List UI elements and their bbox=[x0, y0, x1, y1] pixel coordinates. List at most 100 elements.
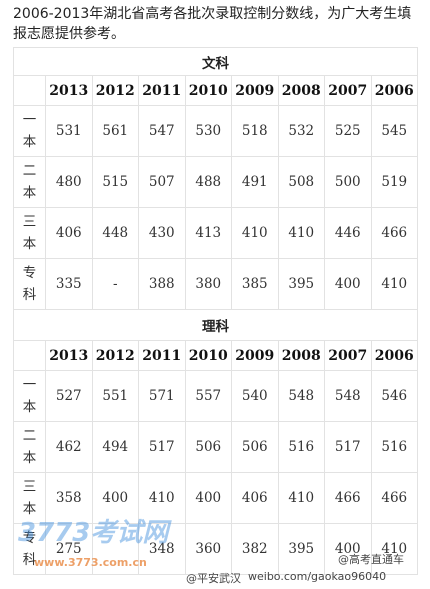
score-cell: 527 bbox=[45, 370, 93, 422]
score-cell: 494 bbox=[91, 421, 139, 473]
score-cell: 548 bbox=[324, 370, 372, 422]
score-cell: 506 bbox=[184, 421, 232, 473]
score-cell: - bbox=[91, 258, 139, 310]
score-cell: 410 bbox=[277, 207, 325, 259]
year-header: 2008 bbox=[277, 340, 325, 371]
data-row: 三本 358 400 410 400 406 410 466 466 bbox=[13, 472, 418, 524]
score-cell: 406 bbox=[231, 472, 279, 524]
watermark-weibo: weibo.com/gaokao96040 bbox=[248, 570, 387, 583]
score-cell bbox=[91, 523, 139, 575]
score-cell: 360 bbox=[184, 523, 232, 575]
row-label-cell: 专科 bbox=[13, 523, 46, 575]
data-row: 专科 275 348 360 382 395 400 410 bbox=[13, 523, 418, 575]
data-row: 一本 531 561 547 530 518 532 525 545 bbox=[13, 105, 418, 157]
title-row: 文科 bbox=[13, 47, 418, 76]
score-cell: 548 bbox=[277, 370, 325, 422]
year-header: 2011 bbox=[138, 75, 186, 106]
row-label-cell: 一本 bbox=[13, 370, 46, 422]
score-cell: 491 bbox=[231, 156, 279, 208]
score-cell: 480 bbox=[45, 156, 93, 208]
score-cell: 400 bbox=[324, 258, 372, 310]
year-header: 2010 bbox=[184, 340, 232, 371]
score-cell: 508 bbox=[277, 156, 325, 208]
score-cell: 532 bbox=[277, 105, 325, 157]
score-cell: 517 bbox=[138, 421, 186, 473]
score-cell: 358 bbox=[45, 472, 93, 524]
year-header: 2012 bbox=[91, 75, 139, 106]
score-cell: 410 bbox=[138, 472, 186, 524]
score-cell: 448 bbox=[91, 207, 139, 259]
score-cell: 275 bbox=[45, 523, 93, 575]
score-cell: 557 bbox=[184, 370, 232, 422]
data-row: 三本 406 448 430 413 410 410 446 466 bbox=[13, 207, 418, 259]
table-title: 理科 bbox=[13, 309, 418, 341]
year-header: 2007 bbox=[324, 75, 372, 106]
year-header: 2012 bbox=[91, 340, 139, 371]
data-row: 二本 480 515 507 488 491 508 500 519 bbox=[13, 156, 418, 208]
score-cell: 462 bbox=[45, 421, 93, 473]
data-row: 专科 335-388 380 385 395 400 410 bbox=[13, 258, 418, 310]
score-cell: 530 bbox=[184, 105, 232, 157]
score-cell: 500 bbox=[324, 156, 372, 208]
score-cell: 546 bbox=[370, 370, 418, 422]
score-cell: 466 bbox=[370, 472, 418, 524]
row-label: 二本 bbox=[22, 428, 37, 466]
score-cell: 525 bbox=[324, 105, 372, 157]
score-cell: 545 bbox=[370, 105, 418, 157]
year-header: 2007 bbox=[324, 340, 372, 371]
row-label: 一本 bbox=[22, 112, 37, 150]
score-cell: 410 bbox=[231, 207, 279, 259]
score-cell: 388 bbox=[138, 258, 186, 310]
title-row: 理科 bbox=[13, 309, 418, 341]
row-label-cell: 二本 bbox=[13, 421, 46, 473]
score-cell: 395 bbox=[277, 258, 325, 310]
score-cell: 466 bbox=[370, 207, 418, 259]
score-cell: 488 bbox=[184, 156, 232, 208]
watermark-brand: @高考直通车 bbox=[338, 553, 404, 566]
score-cell: 410 bbox=[370, 258, 418, 310]
row-label: 一本 bbox=[22, 377, 37, 415]
score-cell: 380 bbox=[184, 258, 232, 310]
score-cell: 335 bbox=[45, 258, 93, 310]
score-cell: 400 bbox=[324, 523, 372, 575]
score-cell: 382 bbox=[231, 523, 279, 575]
score-table: 文科 2013 2012 2011 2010 2009 2008 2007 2006 一本 531 5… bbox=[13, 47, 418, 310]
row-label-cell: 三本 bbox=[13, 207, 46, 259]
score-cell: 571 bbox=[138, 370, 186, 422]
row-label: 二本 bbox=[22, 163, 37, 201]
score-cell: 516 bbox=[277, 421, 325, 473]
watermark-url: www.3773.com.cn bbox=[34, 556, 147, 569]
watermark-site: 3773考试网 bbox=[18, 518, 169, 548]
score-cell: 519 bbox=[370, 156, 418, 208]
year-row: 2013 2012 2011 2010 2009 2008 2007 2006 bbox=[13, 340, 418, 371]
score-cell: 506 bbox=[231, 421, 279, 473]
score-cell: 547 bbox=[138, 105, 186, 157]
year-header: 2010 bbox=[184, 75, 232, 106]
year-header: 2013 bbox=[45, 340, 93, 371]
year-header: 2011 bbox=[138, 340, 186, 371]
score-cell: 561 bbox=[91, 105, 139, 157]
row-label-cell: 二本 bbox=[13, 156, 46, 208]
score-cell: 395 bbox=[277, 523, 325, 575]
score-cell: 466 bbox=[324, 472, 372, 524]
watermark-user: @平安武汉 bbox=[186, 572, 241, 585]
year-header: 2009 bbox=[231, 75, 279, 106]
score-cell: 430 bbox=[138, 207, 186, 259]
score-cell: 540 bbox=[231, 370, 279, 422]
table-title: 文科 bbox=[13, 47, 418, 76]
score-cell: 531 bbox=[45, 105, 93, 157]
score-cell: 348 bbox=[138, 523, 186, 575]
corner-cell bbox=[13, 75, 46, 106]
row-label: 专科 bbox=[22, 530, 37, 568]
score-cell: 400 bbox=[184, 472, 232, 524]
score-cell: 516 bbox=[370, 421, 418, 473]
corner-cell bbox=[13, 340, 46, 371]
score-table: 理科 2013 2012 2011 2010 2009 2008 2007 2006 一本 527 5… bbox=[13, 309, 418, 575]
score-cell: 410 bbox=[277, 472, 325, 524]
score-cell: 507 bbox=[138, 156, 186, 208]
score-cell: 517 bbox=[324, 421, 372, 473]
score-cell: 515 bbox=[91, 156, 139, 208]
score-cell: 446 bbox=[324, 207, 372, 259]
data-row: 二本 462 494 517 506 506 516 517 516 bbox=[13, 421, 418, 473]
